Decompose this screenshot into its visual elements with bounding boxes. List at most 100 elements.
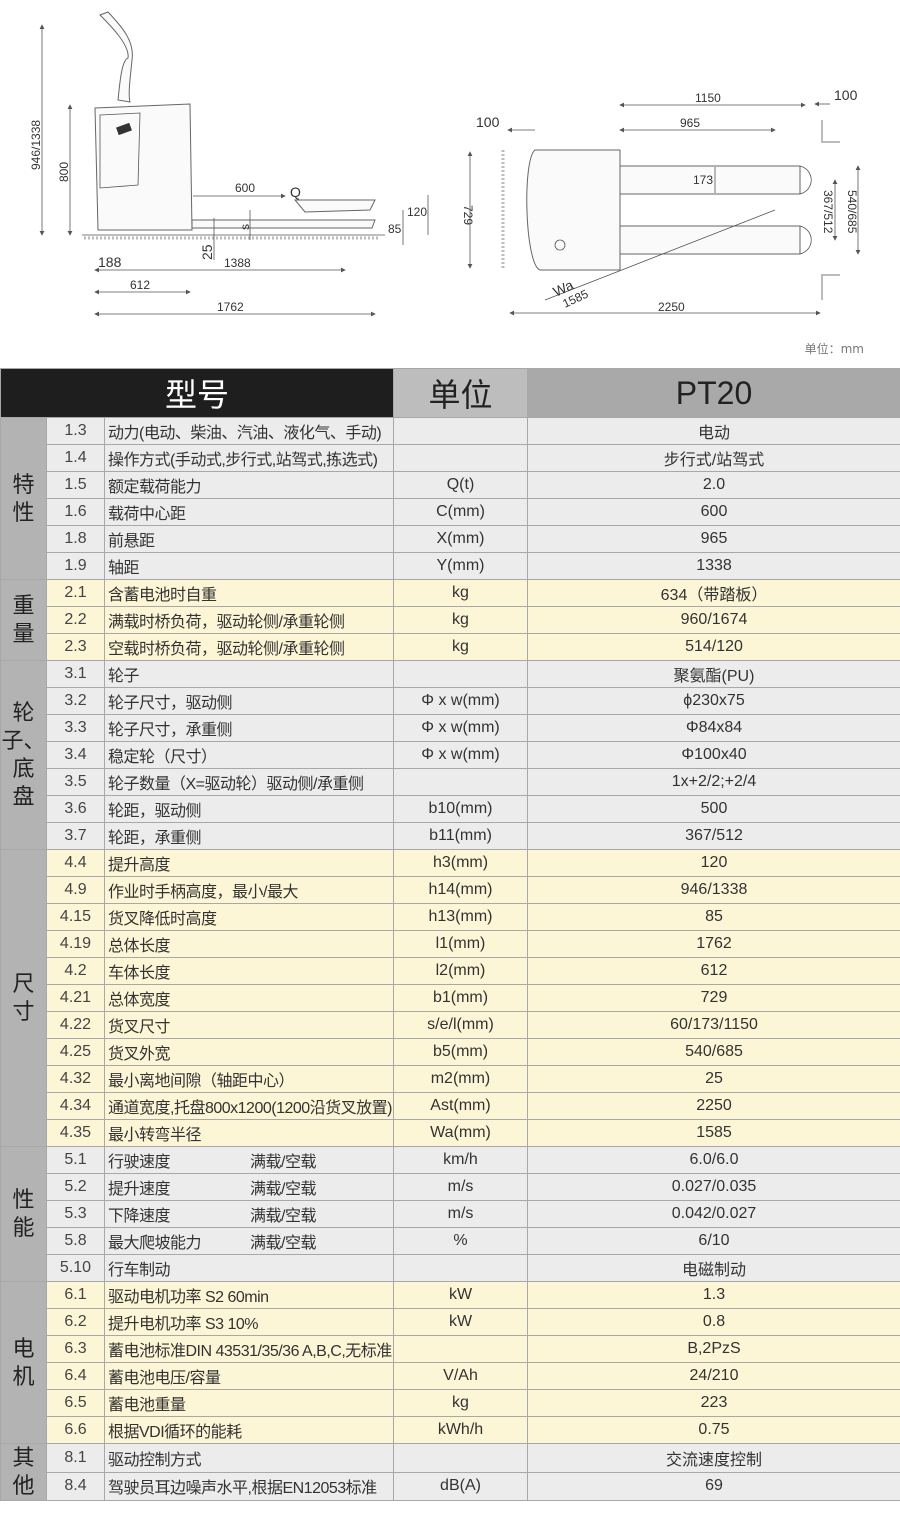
table-row: 4.9 作业时手柄高度，最小/最大 h14(mm) 946/1338 <box>1 876 900 904</box>
table-row: 3.7 轮距，承重侧 b11(mm) 367/512 <box>1 822 900 850</box>
parameter-condition: 满载/空载 <box>250 1235 316 1252</box>
unit-cell: m2(mm) <box>393 1065 528 1093</box>
parameter-condition: 满载/空载 <box>250 1208 316 1225</box>
value-cell: 120 <box>527 849 900 877</box>
item-number: 4.25 <box>46 1038 105 1066</box>
item-number: 4.35 <box>46 1119 105 1147</box>
value-cell: 612 <box>527 957 900 985</box>
unit-cell: V/Ah <box>393 1362 528 1390</box>
value-cell: 6.0/6.0 <box>527 1146 900 1174</box>
group-label-char: 机 <box>12 1363 35 1389</box>
item-number: 3.4 <box>46 741 105 769</box>
unit-cell: km/h <box>393 1146 528 1174</box>
table-header: 型号 单位 PT20 <box>0 368 900 418</box>
value-cell: 500 <box>527 795 900 823</box>
table-row: 4.35 最小转弯半径 Wa(mm) 1585 <box>1 1119 900 1147</box>
parameter-name: 轮距，驱动侧 <box>104 795 394 823</box>
table-row: 3.2 轮子尺寸，驱动侧 Φ x w(mm) ϕ230x75 <box>1 687 900 715</box>
value-cell: 1762 <box>527 930 900 958</box>
table-row: 5.10 行车制动 电磁制动 <box>1 1254 900 1282</box>
group-label: 电机 <box>0 1281 47 1444</box>
item-number: 8.4 <box>46 1471 105 1501</box>
unit-cell: kg <box>393 579 528 607</box>
table-row: 尺寸 4.4 提升高度 h3(mm) 120 <box>0 849 900 1147</box>
unit-cell <box>393 1335 528 1363</box>
item-number: 6.5 <box>46 1389 105 1417</box>
parameter-name: 载荷中心距 <box>104 498 394 526</box>
parameter-text: 下降速度 <box>108 1208 171 1225</box>
value-cell: 6/10 <box>527 1227 900 1255</box>
value-cell: 电动 <box>527 417 900 445</box>
parameter-name: 轴距 <box>104 552 394 580</box>
value-cell: 514/120 <box>527 633 900 661</box>
unit-cell: kWh/h <box>393 1416 528 1444</box>
parameter-text: 轮子数量（X=驱动轮）驱动侧/承重侧 <box>108 776 364 793</box>
parameter-name: 总体宽度 <box>104 984 394 1012</box>
parameter-name: 操作方式(手动式,步行式,站驾式,拣选式) <box>104 444 394 472</box>
unit-cell: kg <box>393 606 528 634</box>
dim-overall-width: 729 <box>461 205 475 225</box>
unit-cell: b11(mm) <box>393 822 528 850</box>
parameter-text: 空载时桥负荷，驱动轮侧/承重轮侧 <box>108 641 345 658</box>
parameter-name: 行车制动 <box>104 1254 394 1282</box>
parameter-text: 蓄电池标准DIN 43531/35/36 A,B,C,无标准 <box>108 1343 392 1360</box>
parameter-name: 驱动控制方式 <box>104 1443 394 1473</box>
parameter-text: 总体长度 <box>108 938 171 955</box>
unit-cell <box>393 444 528 472</box>
item-number: 6.2 <box>46 1308 105 1336</box>
parameter-text: 驱动控制方式 <box>108 1451 202 1469</box>
table-row: 3.6 轮距，驱动侧 b10(mm) 500 <box>1 795 900 823</box>
group-label: 特性 <box>0 417 47 580</box>
dim-wheel-track: 367/512 <box>821 190 835 234</box>
dim-fork-width: 173 <box>693 173 713 187</box>
group-label-char: 特 <box>12 471 35 497</box>
parameter-text: 货叉外宽 <box>108 1046 171 1063</box>
table-row: 3.3 轮子尺寸，承重侧 Φ x w(mm) Φ84x84 <box>1 714 900 742</box>
item-number: 6.6 <box>46 1416 105 1444</box>
unit-cell: kW <box>393 1281 528 1309</box>
header-value: PT20 <box>527 368 900 418</box>
value-cell: 1.3 <box>527 1281 900 1309</box>
parameter-name: 最小离地间隙（轴距中心） <box>104 1065 394 1093</box>
group-label: 重量 <box>0 579 47 661</box>
parameter-text: 行驶速度 <box>108 1154 171 1171</box>
dim-body-height: 800 <box>57 162 71 182</box>
item-number: 4.2 <box>46 957 105 985</box>
value-cell: 聚氨酯(PU) <box>527 660 900 688</box>
top-view-drawing: 1150 100 100 965 173 729 367/512 540/685… <box>461 87 861 316</box>
table-row: 4.19 总体长度 l1(mm) 1762 <box>1 930 900 958</box>
item-number: 4.19 <box>46 930 105 958</box>
value-cell: 交流速度控制 <box>527 1443 900 1473</box>
parameter-name: 蓄电池标准DIN 43531/35/36 A,B,C,无标准 <box>104 1335 394 1363</box>
unit-cell: % <box>393 1227 528 1255</box>
parameter-text: 驱动电机功率 S2 60min <box>108 1289 269 1306</box>
unit-cell: kg <box>393 633 528 661</box>
parameter-condition: 满载/空载 <box>250 1154 316 1171</box>
unit-cell: Φ x w(mm) <box>393 741 528 769</box>
parameter-text: 轴距 <box>108 560 140 577</box>
table-row: 1.4 操作方式(手动式,步行式,站驾式,拣选式) 步行式/站驾式 <box>1 444 900 472</box>
dim-clearance-left: 100 <box>476 114 500 130</box>
load-symbol: Q <box>290 184 301 200</box>
unit-cell: h14(mm) <box>393 876 528 904</box>
item-number: 2.1 <box>46 579 105 607</box>
group-label-char: 电 <box>12 1335 35 1361</box>
group-label-char: 子、 <box>1 728 46 753</box>
unit-cell: Ast(mm) <box>393 1092 528 1120</box>
dim-load-center: 600 <box>235 181 255 195</box>
table-row: 特性 1.3 动力(电动、柴油、汽油、液化气、手动) 电动 <box>0 417 900 580</box>
parameter-text: 前悬距 <box>108 533 155 550</box>
parameter-text: 轮子 <box>108 668 140 685</box>
turning-label: Wa <box>551 276 577 299</box>
unit-cell: b10(mm) <box>393 795 528 823</box>
parameter-text: 稳定轮（尺寸） <box>108 749 217 766</box>
table-row: 3.4 稳定轮（尺寸） Φ x w(mm) Φ100x40 <box>1 741 900 769</box>
parameter-text: 轮距，承重侧 <box>108 830 202 847</box>
table-row: 重量 2.1 含蓄电池时自重 kg 634（带踏板） <box>0 579 900 661</box>
dim-fork-spread: 540/685 <box>845 190 859 234</box>
parameter-name: 总体长度 <box>104 930 394 958</box>
dim-front-overhang: 965 <box>680 116 700 130</box>
unit-note: 单位：mm <box>804 342 864 356</box>
parameter-name: 提升速度 满载/空载 <box>104 1173 394 1201</box>
table-row: 4.34 通道宽度,托盘800x1200(1200沿货叉放置) Ast(mm) 225… <box>1 1092 900 1120</box>
